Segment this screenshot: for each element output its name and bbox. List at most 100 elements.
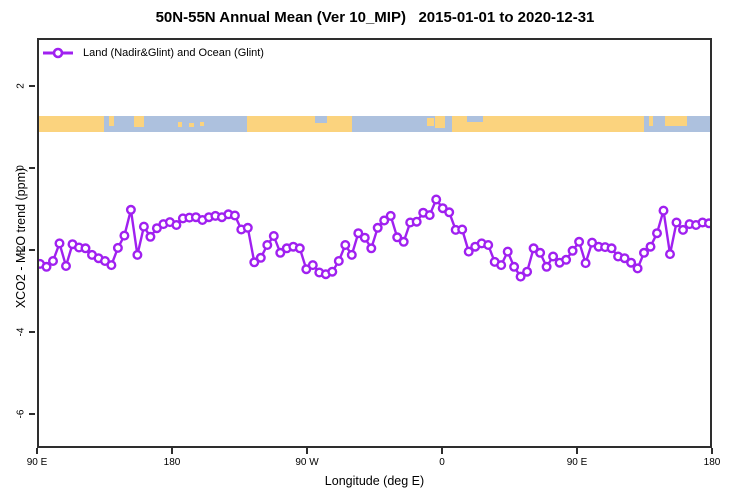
data-point-marker <box>327 266 338 277</box>
data-point-marker <box>411 216 422 227</box>
y-tick-mark <box>29 331 35 333</box>
data-point-marker <box>112 242 123 253</box>
data-point-marker <box>671 217 682 228</box>
y-tick-label: 2 <box>15 83 27 89</box>
data-point-marker <box>125 204 136 215</box>
x-tick-mark <box>171 448 173 454</box>
data-point-marker <box>119 230 130 241</box>
data-point-marker <box>398 236 409 247</box>
land-patch <box>665 116 687 127</box>
x-tick-label: 90 E <box>566 457 588 468</box>
data-point-marker <box>106 260 117 271</box>
data-point-marker <box>704 218 712 229</box>
x-tick-label: 0 <box>439 457 445 468</box>
data-point-marker <box>678 224 689 235</box>
y-tick-mark <box>29 249 35 251</box>
data-point-marker <box>366 243 377 254</box>
y-tick-label: -4 <box>15 327 27 337</box>
data-point-marker <box>54 238 65 249</box>
data-point-marker <box>567 245 578 256</box>
data-point-marker <box>645 241 656 252</box>
data-point-marker <box>255 252 266 263</box>
data-point-marker <box>632 263 643 274</box>
data-point-marker <box>665 249 676 260</box>
data-point-marker <box>138 221 149 232</box>
data-point-marker <box>548 251 559 262</box>
x-tick-label: 90 W <box>295 457 319 468</box>
data-point-marker <box>353 228 364 239</box>
data-point-marker <box>483 239 494 250</box>
data-point-marker <box>333 255 344 266</box>
data-point-marker <box>242 222 253 233</box>
data-point-marker <box>658 205 669 216</box>
data-point-marker <box>379 215 390 226</box>
land-patch <box>37 116 104 132</box>
data-point-marker <box>372 222 383 233</box>
y-tick-mark <box>29 85 35 87</box>
land-patch <box>109 116 114 126</box>
land-patch <box>649 116 653 126</box>
land-patch <box>247 116 315 132</box>
data-point-marker <box>268 230 279 241</box>
data-point-marker <box>294 243 305 254</box>
data-point-marker <box>463 246 474 257</box>
series-svg <box>37 194 712 282</box>
y-tick-label: -2 <box>15 245 27 255</box>
data-point-marker <box>502 246 513 257</box>
data-point-marker <box>359 232 370 243</box>
data-point-marker <box>528 243 539 254</box>
data-point-marker <box>80 243 91 254</box>
data-point-marker <box>574 236 585 247</box>
data-point-marker <box>535 247 546 258</box>
data-point-marker <box>541 261 552 272</box>
ocean-patch <box>467 116 483 123</box>
plot-area: Land (Nadir&Glint) and Ocean (Glint) 90 … <box>16 38 720 468</box>
y-tick-label: -6 <box>15 409 27 419</box>
data-point-marker <box>229 210 240 221</box>
data-point-marker <box>424 210 435 221</box>
x-tick-mark <box>36 448 38 454</box>
data-point-marker <box>61 260 72 271</box>
data-point-marker <box>307 260 318 271</box>
y-axis-title: XCO2 - MLO trend (ppm) <box>14 167 28 309</box>
data-point-marker <box>47 255 58 266</box>
data-point-marker <box>392 232 403 243</box>
data-point-marker <box>509 261 520 272</box>
data-point-marker <box>619 253 630 264</box>
land-patch <box>134 116 144 128</box>
data-point-marker <box>346 249 357 260</box>
data-point-marker <box>132 249 143 260</box>
data-point-marker <box>522 266 533 277</box>
land-patch <box>200 122 204 127</box>
data-point-marker <box>431 194 442 205</box>
data-point-marker <box>249 257 260 268</box>
x-tick-mark <box>576 448 578 454</box>
land-patch <box>435 116 445 128</box>
data-point-marker <box>457 224 468 235</box>
x-tick-label: 180 <box>163 457 181 468</box>
data-point-marker <box>171 219 182 230</box>
y-tick-label: 0 <box>15 165 27 171</box>
x-tick-mark <box>441 448 443 454</box>
data-point-marker <box>606 243 617 254</box>
data-point-marker <box>496 260 507 271</box>
x-tick-label: 180 <box>703 457 721 468</box>
data-point-marker <box>639 247 650 258</box>
x-tick-mark <box>306 448 308 454</box>
legend-label: Land (Nadir&Glint) and Ocean (Glint) <box>83 47 264 59</box>
y-tick-mark <box>29 413 35 415</box>
land-ocean-map-strip <box>37 116 712 132</box>
land-patch <box>577 116 644 132</box>
legend: Land (Nadir&Glint) and Ocean (Glint) <box>42 47 264 59</box>
x-tick-label: 90 E <box>26 457 48 468</box>
legend-line-marker-icon <box>43 47 73 59</box>
chart-title: 50N-55N Annual Mean (Ver 10_MIP) 2015-01… <box>155 9 595 26</box>
land-patch <box>327 116 352 132</box>
land-patch <box>178 122 182 128</box>
data-point-marker <box>515 271 526 282</box>
land-patch <box>315 123 327 132</box>
data-point-marker <box>652 228 663 239</box>
data-point-marker <box>262 239 273 250</box>
x-tick-mark <box>711 448 713 454</box>
